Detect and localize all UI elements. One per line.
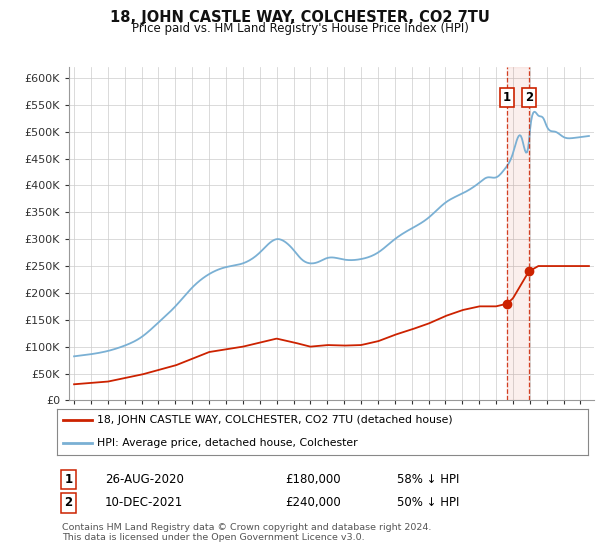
Text: Contains HM Land Registry data © Crown copyright and database right 2024.
This d: Contains HM Land Registry data © Crown c…	[62, 523, 431, 543]
Text: 2: 2	[65, 496, 73, 510]
Text: 26-AUG-2020: 26-AUG-2020	[105, 473, 184, 486]
Text: 50% ↓ HPI: 50% ↓ HPI	[397, 496, 459, 510]
Text: 1: 1	[65, 473, 73, 486]
Text: 18, JOHN CASTLE WAY, COLCHESTER, CO2 7TU: 18, JOHN CASTLE WAY, COLCHESTER, CO2 7TU	[110, 10, 490, 25]
Bar	[507, 67, 529, 400]
Text: Price paid vs. HM Land Registry's House Price Index (HPI): Price paid vs. HM Land Registry's House …	[131, 22, 469, 35]
Text: 2: 2	[525, 91, 533, 104]
Text: 10-DEC-2021: 10-DEC-2021	[105, 496, 183, 510]
Text: 58% ↓ HPI: 58% ↓ HPI	[397, 473, 459, 486]
Text: £180,000: £180,000	[286, 473, 341, 486]
Text: £240,000: £240,000	[286, 496, 341, 510]
Text: HPI: Average price, detached house, Colchester: HPI: Average price, detached house, Colc…	[97, 438, 358, 448]
Text: 18, JOHN CASTLE WAY, COLCHESTER, CO2 7TU (detached house): 18, JOHN CASTLE WAY, COLCHESTER, CO2 7TU…	[97, 416, 452, 425]
Text: 1: 1	[503, 91, 511, 104]
